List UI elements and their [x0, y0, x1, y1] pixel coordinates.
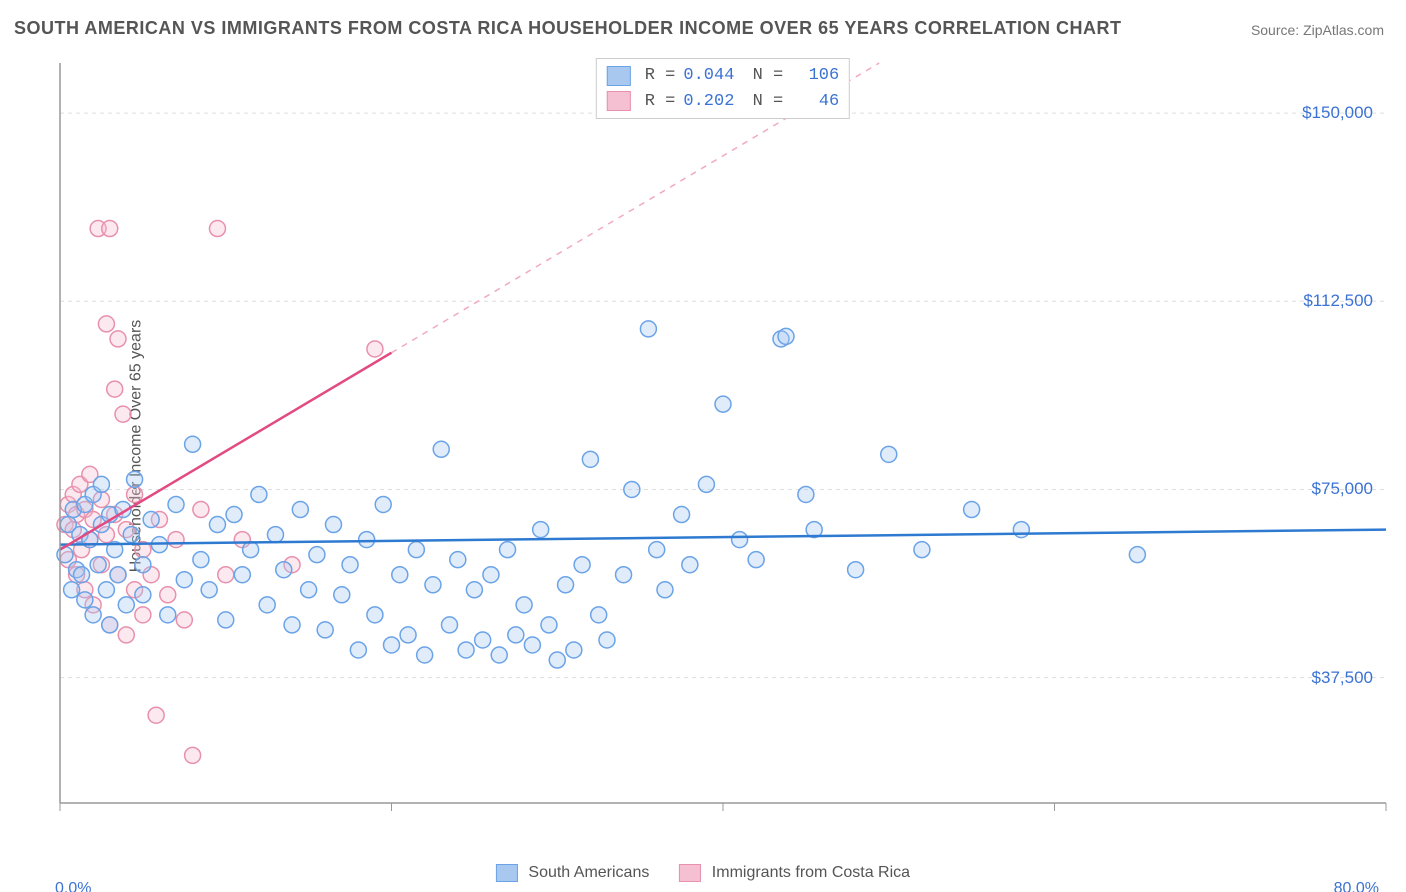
- stats-row-series-a: R = 0.044 N = 106: [607, 63, 839, 89]
- x-axis-min-label: 0.0%: [55, 880, 91, 892]
- y-tick-label: $75,000: [1312, 479, 1373, 499]
- stat-r-label: R =: [645, 89, 676, 115]
- y-tick-label: $112,500: [1303, 291, 1373, 311]
- plot-svg: ZIPatlas: [55, 58, 1391, 833]
- legend-label-b: Immigrants from Costa Rica: [712, 864, 910, 881]
- source-label: Source: ZipAtlas.com: [1251, 22, 1384, 38]
- stats-legend-box: R = 0.044 N = 106 R = 0.202 N = 46: [596, 58, 850, 119]
- y-tick-label: $150,000: [1302, 103, 1373, 123]
- legend-item-b: Immigrants from Costa Rica: [679, 864, 910, 882]
- stats-row-series-b: R = 0.202 N = 46: [607, 89, 839, 115]
- swatch-series-b-icon: [679, 864, 701, 882]
- swatch-series-a: [607, 66, 631, 86]
- stat-n-value-b: 46: [791, 89, 839, 115]
- x-axis-max-label: 80.0%: [1334, 880, 1379, 892]
- stat-n-label: N =: [742, 89, 783, 115]
- legend-item-a: South Americans: [496, 864, 649, 882]
- chart-title: SOUTH AMERICAN VS IMMIGRANTS FROM COSTA …: [14, 18, 1122, 39]
- swatch-series-a-icon: [496, 864, 518, 882]
- y-tick-label: $37,500: [1312, 668, 1373, 688]
- swatch-series-b: [607, 91, 631, 111]
- series-legend: South Americans Immigrants from Costa Ri…: [496, 864, 910, 882]
- stat-r-value-b: 0.202: [683, 89, 734, 115]
- plot-area: ZIPatlas R = 0.044 N = 106 R = 0.202 N =…: [55, 58, 1391, 833]
- stat-n-label: N =: [742, 63, 783, 89]
- chart-container: SOUTH AMERICAN VS IMMIGRANTS FROM COSTA …: [0, 0, 1406, 892]
- watermark: ZIPatlas: [55, 58, 195, 67]
- stat-n-value-a: 106: [791, 63, 839, 89]
- stat-r-label: R =: [645, 63, 676, 89]
- stat-r-value-a: 0.044: [683, 63, 734, 89]
- legend-label-a: South Americans: [528, 864, 649, 881]
